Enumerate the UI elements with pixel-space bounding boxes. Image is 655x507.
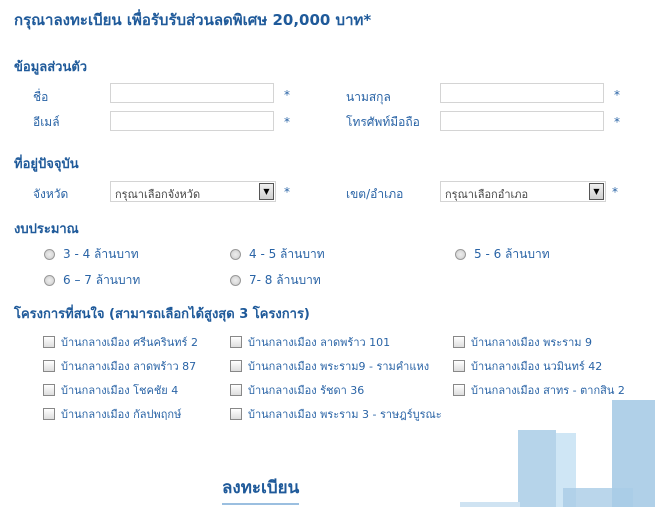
- address-heading: ที่อยู่ปัจจุบัน: [14, 157, 79, 172]
- phone-label: โทรศัพท์มือถือ: [346, 115, 420, 129]
- district-value: กรุณาเลือกอำเภอ: [445, 188, 529, 201]
- radio-button[interactable]: [44, 275, 55, 286]
- project-option[interactable]: บ้านกลางเมือง กัลปพฤกษ์: [43, 405, 181, 423]
- project-option[interactable]: บ้านกลางเมือง พระราม9 - รามคำแหง: [230, 357, 429, 375]
- background-decoration: [460, 502, 520, 507]
- checkbox[interactable]: [230, 336, 242, 348]
- project-option[interactable]: บ้านกลางเมือง โชคชัย 4: [43, 381, 178, 399]
- required-mark: *: [614, 115, 620, 129]
- province-select[interactable]: กรุณาเลือกจังหวัด ▼: [110, 181, 276, 202]
- checkbox[interactable]: [453, 360, 465, 372]
- budget-option[interactable]: 4 - 5 ล้านบาท: [230, 245, 325, 264]
- project-option[interactable]: บ้านกลางเมือง รัชดา 36: [230, 381, 364, 399]
- background-decoration: [563, 488, 633, 507]
- project-option[interactable]: บ้านกลางเมือง สาทร - ตากสิน 2: [453, 381, 625, 399]
- district-label: เขต/อำเภอ: [346, 187, 404, 201]
- province-value: กรุณาเลือกจังหวัด: [115, 188, 201, 201]
- email-input[interactable]: [110, 111, 274, 131]
- project-option[interactable]: บ้านกลางเมือง พระราม 9: [453, 333, 592, 351]
- project-option[interactable]: บ้านกลางเมือง ศรีนครินทร์ 2: [43, 333, 198, 351]
- radio-button[interactable]: [455, 249, 466, 260]
- chevron-down-icon[interactable]: ▼: [589, 183, 604, 200]
- background-decoration: [518, 430, 556, 507]
- last-name-input[interactable]: [440, 83, 604, 103]
- project-option[interactable]: บ้านกลางเมือง ลาดพร้าว 87: [43, 357, 196, 375]
- radio-button[interactable]: [230, 249, 241, 260]
- email-label: อีเมล์: [33, 115, 60, 129]
- province-label: จังหวัด: [33, 187, 69, 201]
- budget-heading: งบประมาณ: [14, 222, 79, 237]
- page-title: กรุณาลงทะเบียน เพื่อรับรับส่วนลดพิเศษ 20…: [14, 11, 372, 29]
- required-mark: *: [284, 185, 290, 199]
- project-option[interactable]: บ้านกลางเมือง พระราม 3 - ราษฎร์บูรณะ: [230, 405, 442, 423]
- budget-option[interactable]: 6 – 7 ล้านบาท: [44, 271, 140, 290]
- checkbox[interactable]: [43, 384, 55, 396]
- required-mark: *: [284, 88, 290, 102]
- last-name-label: นามสกุล: [346, 90, 391, 104]
- checkbox[interactable]: [230, 408, 242, 420]
- project-option[interactable]: บ้านกลางเมือง ลาดพร้าว 101: [230, 333, 390, 351]
- radio-button[interactable]: [230, 275, 241, 286]
- project-option[interactable]: บ้านกลางเมือง นวมินทร์ 42: [453, 357, 602, 375]
- chevron-down-icon[interactable]: ▼: [259, 183, 274, 200]
- district-select[interactable]: กรุณาเลือกอำเภอ ▼: [440, 181, 606, 202]
- phone-input[interactable]: [440, 111, 604, 131]
- budget-option[interactable]: 3 - 4 ล้านบาท: [44, 245, 139, 264]
- checkbox[interactable]: [230, 360, 242, 372]
- budget-option[interactable]: 5 - 6 ล้านบาท: [455, 245, 550, 264]
- checkbox[interactable]: [453, 384, 465, 396]
- register-button[interactable]: ลงทะเบียน: [222, 474, 300, 505]
- checkbox[interactable]: [43, 360, 55, 372]
- personal-heading: ข้อมูลส่วนตัว: [14, 60, 88, 75]
- required-mark: *: [612, 185, 618, 199]
- checkbox[interactable]: [453, 336, 465, 348]
- first-name-input[interactable]: [110, 83, 274, 103]
- checkbox[interactable]: [43, 408, 55, 420]
- projects-heading: โครงการที่สนใจ (สามารถเลือกได้สูงสุด 3 โ…: [14, 307, 310, 322]
- checkbox[interactable]: [230, 384, 242, 396]
- first-name-label: ชื่อ: [33, 90, 49, 104]
- checkbox[interactable]: [43, 336, 55, 348]
- required-mark: *: [284, 115, 290, 129]
- budget-option[interactable]: 7- 8 ล้านบาท: [230, 271, 321, 290]
- required-mark: *: [614, 88, 620, 102]
- radio-button[interactable]: [44, 249, 55, 260]
